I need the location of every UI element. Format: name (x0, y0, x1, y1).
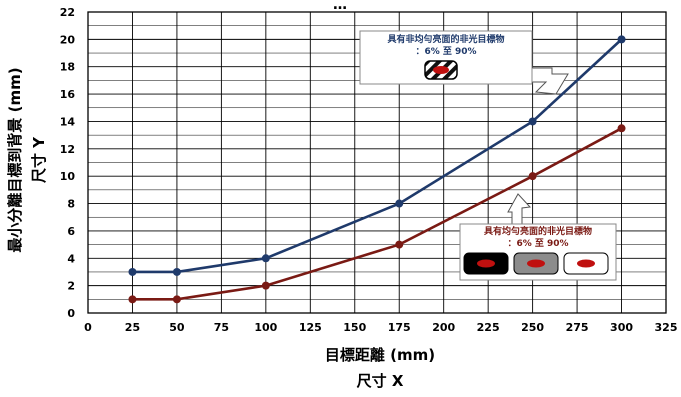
y-tick-label: 6 (67, 225, 75, 238)
x-tick-label: 150 (343, 321, 366, 334)
x-tick-labels: 0 25 50 75 100 125 150 175 200 225 250 275 300 325 (84, 321, 677, 334)
data-point (395, 199, 404, 208)
data-point (261, 281, 270, 290)
x-tick-label: 0 (84, 321, 92, 334)
x-tick-label: 200 (432, 321, 455, 334)
callout-upper-line2: ：6% 至 90% (415, 46, 476, 57)
callout-arrow-upper (531, 67, 569, 95)
data-point (261, 254, 270, 263)
x-axis-title: 目標距離 (mm) (325, 346, 435, 364)
y-tick-labels: 0 2 4 6 8 10 12 14 16 18 20 22 (60, 6, 76, 320)
y-tick-label: 12 (60, 143, 75, 156)
striped-target-icon (424, 60, 458, 80)
x-tick-label: 325 (655, 321, 678, 334)
grid (87, 11, 667, 314)
y-tick-label: 18 (60, 61, 75, 74)
callout-lower-line1: 具有均勻亮面的非光目標物 (483, 225, 592, 237)
x-tick-label: 25 (125, 321, 140, 334)
callout-arrow-lower (507, 193, 532, 225)
callout-uniform: 具有均勻亮面的非光目標物 ：6% 至 90% (459, 193, 617, 281)
callout-nonuniform: 具有非均勻亮面的非光目標物 ：6% 至 90% (359, 30, 569, 95)
plot-frame (87, 11, 667, 314)
y-tick-label: 20 (60, 33, 76, 46)
y-tick-label: 0 (67, 307, 75, 320)
x-tick-label: 250 (521, 321, 544, 334)
solid-targets-icon (463, 252, 609, 275)
data-point (617, 35, 626, 44)
x-tick-label: 175 (388, 321, 411, 334)
series-line-2 (132, 127, 623, 301)
y-tick-label: 10 (60, 170, 76, 183)
y-tick-label: 4 (67, 252, 75, 265)
data-point (395, 240, 404, 249)
y-tick-label: 16 (60, 88, 76, 101)
y-tick-label: 14 (60, 115, 76, 128)
series-layer (128, 35, 626, 304)
y-tick-label: 8 (67, 198, 75, 211)
x-tick-label: 75 (214, 321, 229, 334)
x-tick-label: 300 (610, 321, 633, 334)
data-point (528, 172, 537, 181)
data-point (128, 267, 137, 276)
callout-box-upper (359, 30, 533, 85)
callout-upper-line1: 具有非均勻亮面的非光目標物 (386, 33, 504, 45)
data-point (172, 267, 181, 276)
data-point (128, 295, 137, 304)
x-tick-label: 100 (254, 321, 277, 334)
x-tick-label: 125 (299, 321, 322, 334)
x-tick-label: 275 (566, 321, 589, 334)
series-line-1 (132, 38, 623, 274)
y-tick-label: 22 (60, 6, 75, 19)
x-tick-label: 50 (169, 321, 185, 334)
x-axis-subtitle: 尺寸 X (357, 372, 404, 390)
data-point (617, 124, 626, 133)
y-tick-label: 2 (67, 280, 75, 293)
data-point (528, 117, 537, 126)
data-point (172, 295, 181, 304)
y-axis-title: 最小分離目標到背景 (mm) (6, 67, 24, 252)
y-axis-subtitle: 尺寸 Y (30, 136, 48, 183)
callout-lower-line2: ：6% 至 90% (507, 238, 568, 249)
chart-title: … (333, 0, 347, 13)
x-tick-label: 225 (477, 321, 500, 334)
